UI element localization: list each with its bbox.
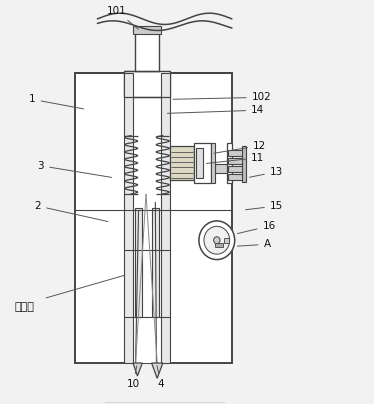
Bar: [211, 143, 215, 183]
Bar: [242, 145, 246, 182]
Bar: [133, 26, 161, 34]
Text: 11: 11: [206, 153, 264, 164]
Bar: [124, 73, 133, 363]
Bar: [228, 149, 243, 156]
Text: 穿刺针: 穿刺针: [15, 302, 35, 311]
Bar: [75, 73, 232, 363]
Text: 4: 4: [157, 366, 164, 389]
Polygon shape: [151, 363, 163, 378]
Text: 102: 102: [173, 93, 272, 102]
Text: A: A: [237, 239, 271, 249]
Bar: [151, 208, 159, 317]
Text: 14: 14: [168, 105, 264, 115]
Bar: [196, 147, 203, 178]
Bar: [194, 143, 211, 183]
Text: 12: 12: [214, 141, 266, 153]
Circle shape: [199, 221, 235, 260]
Bar: [170, 145, 194, 180]
Bar: [215, 164, 228, 173]
Bar: [161, 73, 170, 363]
Bar: [133, 73, 161, 363]
Text: 2: 2: [35, 201, 108, 221]
Bar: [227, 143, 232, 183]
Text: 15: 15: [246, 201, 283, 211]
Bar: [228, 158, 243, 164]
Bar: [135, 208, 142, 317]
Bar: [215, 243, 223, 248]
Circle shape: [214, 237, 220, 244]
Polygon shape: [133, 363, 142, 376]
Bar: [224, 238, 229, 243]
Text: 13: 13: [249, 167, 283, 177]
Bar: [124, 71, 170, 97]
Text: 101: 101: [106, 6, 138, 29]
Bar: [228, 166, 243, 172]
Text: 16: 16: [237, 221, 276, 234]
Text: 10: 10: [126, 366, 140, 389]
Bar: [228, 174, 243, 180]
Bar: [135, 31, 159, 71]
Circle shape: [204, 226, 230, 254]
Text: 1: 1: [29, 95, 84, 109]
Text: 3: 3: [38, 161, 111, 177]
